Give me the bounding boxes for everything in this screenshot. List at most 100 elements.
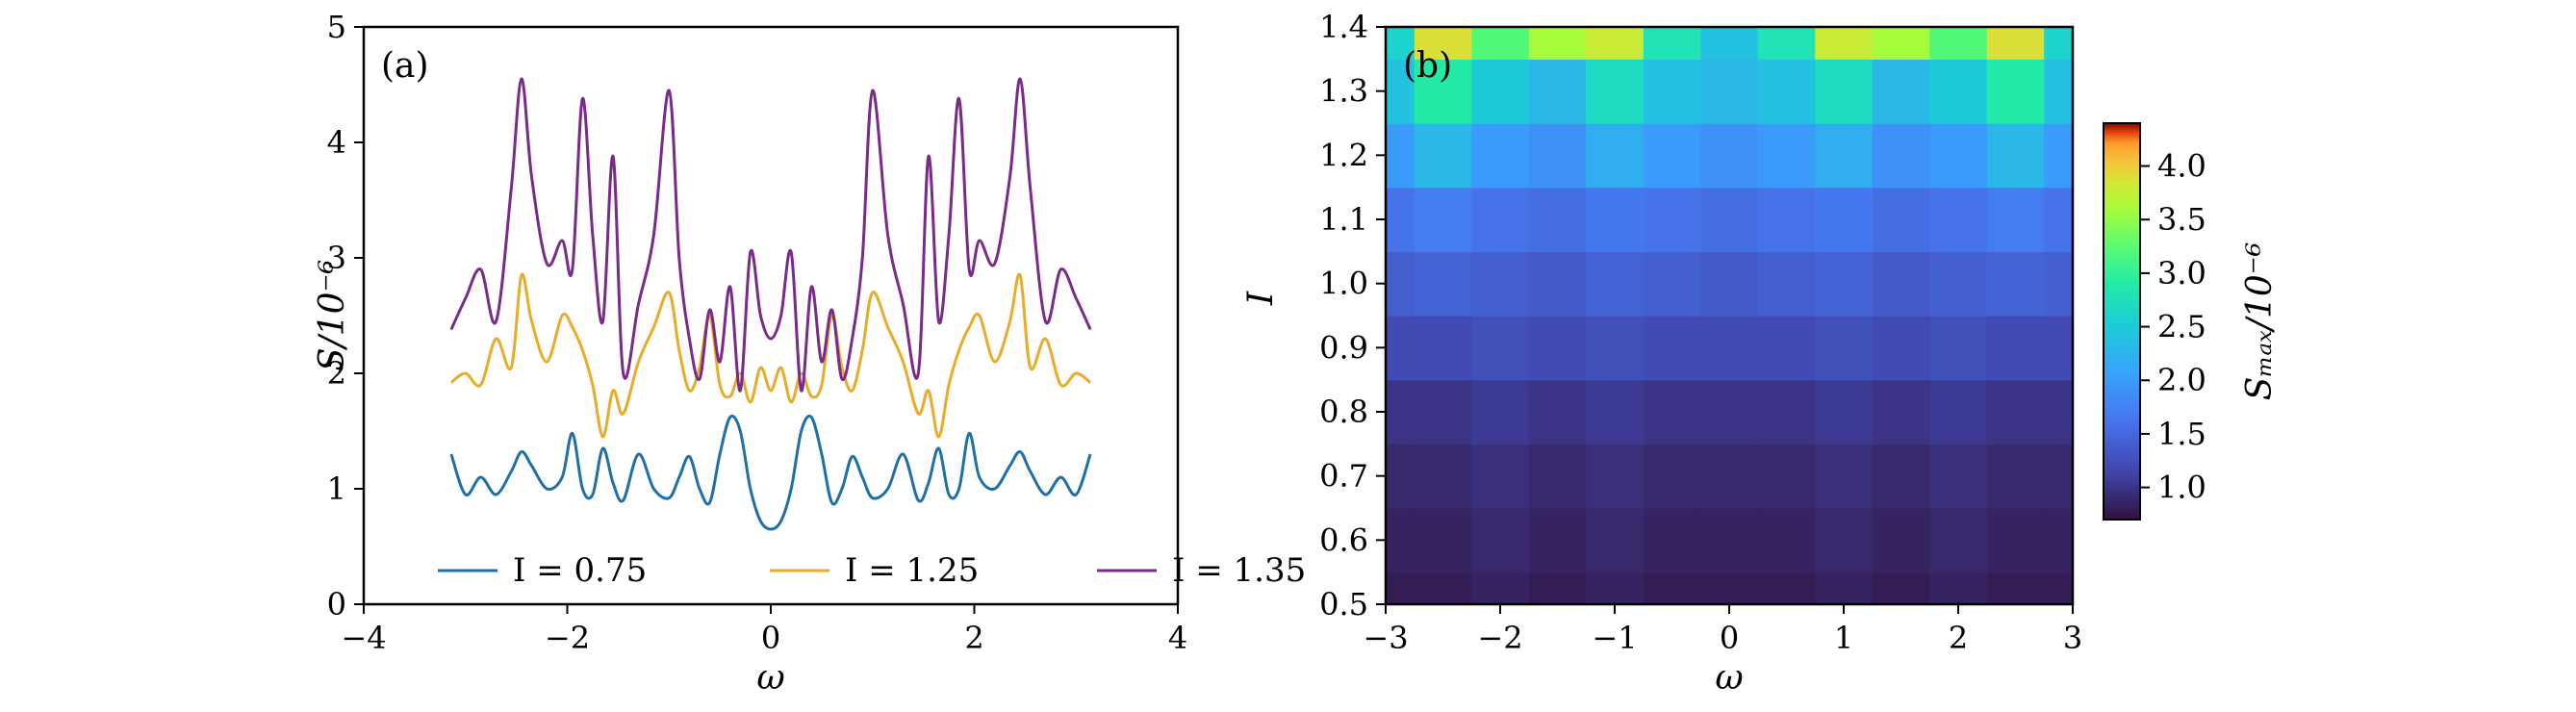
legend-label-1: I = 0.75 [513, 551, 647, 590]
x-tick-label-b: −1 [1592, 620, 1637, 656]
heatmap-cells [1386, 27, 2074, 605]
heatmap-cell [1929, 508, 1988, 573]
y-axis-label-b: I [1241, 291, 1281, 306]
heatmap-cell [1528, 187, 1587, 252]
heatmap-cell [1986, 508, 2045, 573]
heatmap-cell [1586, 508, 1645, 573]
heatmap-cell [1471, 316, 1530, 381]
heatmap-cell [2044, 572, 2074, 605]
heatmap-cell [1872, 444, 1930, 509]
colorbar-tick-label: 3.0 [2157, 255, 2206, 292]
heatmap-cell [1386, 251, 1416, 317]
heatmap-cell [1700, 187, 1759, 252]
heatmap-cell [1586, 444, 1645, 509]
heatmap-cell [1386, 59, 1416, 124]
y-tick-label-b: 0.6 [1319, 521, 1368, 558]
y-axis-label-a: S/10⁻⁶ [313, 260, 352, 371]
heatmap-cell [1700, 27, 1759, 60]
heatmap-cell [1414, 572, 1472, 605]
heatmap-cell [1414, 444, 1472, 509]
heatmap-cell [1815, 316, 1874, 381]
heatmap-cell [1986, 187, 2045, 252]
y-tick-label-a: 4 [327, 124, 346, 161]
colorbar-tick-label: 4.0 [2157, 148, 2206, 185]
y-tick-label-b: 1.1 [1319, 201, 1368, 238]
heatmap-cell [1386, 123, 1416, 189]
heatmap-cell [1815, 27, 1874, 60]
heatmap-cell [2044, 27, 2074, 60]
heatmap-cell [1872, 316, 1930, 381]
panel-b: −3 −2 −1 0 1 2 3 0.5 0.6 0.7 0.8 0.9 1.0 1.1 1.2 1.3 1.4… [1241, 9, 2280, 698]
heatmap-cell [1929, 251, 1988, 317]
heatmap-cell [1386, 444, 1416, 509]
heatmap-cell [1929, 572, 1988, 605]
y-tick-label-b: 1.0 [1319, 266, 1368, 302]
heatmap-cell [1986, 59, 2045, 124]
heatmap-cell [1528, 572, 1587, 605]
heatmap-cell [1386, 27, 1416, 60]
heatmap-cell [1528, 59, 1587, 124]
heatmap-cell [1414, 27, 1472, 60]
heatmap-cell [1528, 444, 1587, 509]
legend-label-2: I = 1.25 [845, 551, 979, 590]
series-line-2 [449, 272, 1092, 439]
heatmap-cell [1471, 27, 1530, 60]
heatmap-cell [1872, 27, 1930, 60]
heatmap-cell [1700, 59, 1759, 124]
colorbar-tick-label: 3.5 [2157, 201, 2206, 238]
heatmap-cell [1643, 444, 1701, 509]
y-tick-label-b: 1.2 [1319, 137, 1368, 173]
y-tick-label-a: 1 [327, 470, 346, 507]
colorbar-tick-label: 1.5 [2157, 416, 2206, 452]
heatmap-cell [2044, 444, 2074, 509]
heatmap-cell [1815, 123, 1874, 189]
heatmap-cell [1471, 572, 1530, 605]
heatmap-cell [1815, 59, 1874, 124]
heatmap-cell [2044, 59, 2074, 124]
panel-label-a: (a) [381, 46, 429, 86]
heatmap-cell [1757, 316, 1816, 381]
colorbar [2104, 123, 2140, 520]
heatmap-cell [1386, 187, 1416, 252]
heatmap-cell [1528, 316, 1587, 381]
heatmap-cell [1414, 379, 1472, 445]
heatmap-cell [1586, 251, 1645, 317]
heatmap-cell [1872, 59, 1930, 124]
heatmap-cell [1471, 251, 1530, 317]
x-tick-label-a: 0 [761, 620, 780, 656]
x-tick-label-a: −2 [545, 620, 590, 656]
heatmap-cell [1872, 572, 1930, 605]
heatmap-cell [1414, 251, 1472, 317]
heatmap-cell [2044, 123, 2074, 189]
heatmap-cell [1872, 508, 1930, 573]
heatmap-cell [1929, 187, 1988, 252]
colorbar-tick-label: 2.5 [2157, 309, 2206, 345]
heatmap-cell [1929, 59, 1988, 124]
heatmap-cell [1414, 123, 1472, 189]
heatmap-cell [1471, 59, 1530, 124]
heatmap-cell [1986, 379, 2045, 445]
legend-a: I = 0.75 I = 1.25 I = 1.35 [438, 551, 1306, 590]
heatmap-cell [2044, 379, 2074, 445]
heatmap-cell [1386, 572, 1416, 605]
heatmap-cell [1586, 59, 1645, 124]
heatmap-cell [1586, 123, 1645, 189]
heatmap-cell [1929, 444, 1988, 509]
heatmap-cell [1872, 251, 1930, 317]
heatmap-cell [1414, 59, 1472, 124]
heatmap-cell [1528, 27, 1587, 60]
heatmap-cell [1700, 572, 1759, 605]
y-tick-label-a: 3 [327, 240, 346, 276]
axis-ticks-b: −3 −2 −1 0 1 2 3 0.5 0.6 0.7 0.8 0.9 1.0 1.1 1.2 1.3 1.4 [1319, 9, 2082, 656]
heatmap-cell [1586, 379, 1645, 445]
x-tick-label-a: 4 [1168, 620, 1187, 656]
heatmap-cell [1643, 123, 1701, 189]
heatmap-cell [1986, 251, 2045, 317]
heatmap-cell [1586, 572, 1645, 605]
heatmap-cell [1528, 251, 1587, 317]
heatmap-cell [1643, 379, 1701, 445]
heatmap-cell [1757, 379, 1816, 445]
colorbar-tick-label: 2.0 [2157, 362, 2206, 398]
heatmap-cell [1929, 316, 1988, 381]
